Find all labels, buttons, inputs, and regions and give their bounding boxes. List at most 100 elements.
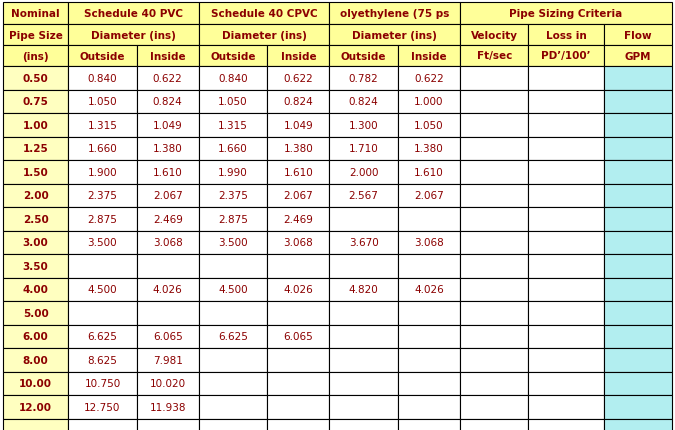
Text: 0.622: 0.622	[414, 74, 443, 83]
Bar	[68, 231, 136, 255]
Text: 1.049: 1.049	[284, 120, 313, 130]
Bar	[3, 372, 68, 395]
Bar	[398, 231, 460, 255]
Text: Schedule 40 PVC: Schedule 40 PVC	[84, 9, 183, 19]
Bar	[136, 301, 199, 325]
Bar	[329, 278, 398, 301]
Bar	[199, 90, 267, 114]
Text: Flow: Flow	[624, 31, 651, 40]
Bar	[329, 418, 398, 430]
Text: 2.00: 2.00	[23, 191, 49, 201]
Bar	[3, 161, 68, 184]
Bar	[199, 67, 267, 90]
Text: 6.065: 6.065	[153, 332, 183, 341]
Text: 2.875: 2.875	[218, 214, 248, 224]
Bar	[267, 184, 329, 208]
Text: 2.000: 2.000	[349, 167, 379, 177]
Text: 12.750: 12.750	[84, 402, 121, 412]
Bar	[267, 348, 329, 372]
Bar	[329, 25, 460, 46]
Text: Loss in: Loss in	[545, 31, 587, 40]
Text: (ins): (ins)	[22, 51, 49, 61]
Text: Inside: Inside	[281, 51, 316, 61]
Bar	[460, 231, 529, 255]
Text: 2.50: 2.50	[23, 214, 49, 224]
Text: 1.990: 1.990	[218, 167, 248, 177]
Bar	[3, 348, 68, 372]
Bar	[603, 325, 672, 348]
Bar	[398, 137, 460, 161]
Text: 3.670: 3.670	[349, 238, 379, 248]
Bar	[398, 348, 460, 372]
Bar	[199, 395, 267, 418]
Bar	[68, 25, 199, 46]
Text: 3.500: 3.500	[218, 238, 248, 248]
Bar	[398, 208, 460, 231]
Bar	[329, 46, 398, 67]
Bar	[603, 114, 672, 137]
Bar	[267, 418, 329, 430]
Bar	[603, 25, 672, 46]
Bar	[136, 348, 199, 372]
Bar	[136, 418, 199, 430]
Bar	[529, 161, 603, 184]
Bar	[398, 114, 460, 137]
Text: 1.710: 1.710	[349, 144, 379, 154]
Bar	[529, 46, 603, 67]
Bar	[460, 67, 529, 90]
Bar	[199, 255, 267, 278]
Bar	[136, 184, 199, 208]
Bar	[136, 208, 199, 231]
Text: 0.824: 0.824	[153, 97, 183, 107]
Bar	[199, 418, 267, 430]
Bar	[68, 255, 136, 278]
Bar	[136, 325, 199, 348]
Text: 2.567: 2.567	[349, 191, 379, 201]
Text: 4.00: 4.00	[23, 285, 49, 295]
Bar	[329, 208, 398, 231]
Bar	[267, 301, 329, 325]
Bar	[199, 348, 267, 372]
Text: 10.00: 10.00	[19, 378, 52, 388]
Bar	[603, 395, 672, 418]
Bar	[603, 46, 672, 67]
Bar	[3, 278, 68, 301]
Text: 3.068: 3.068	[284, 238, 313, 248]
Text: 2.469: 2.469	[153, 214, 183, 224]
Bar	[267, 114, 329, 137]
Bar	[603, 255, 672, 278]
Text: 0.840: 0.840	[218, 74, 248, 83]
Text: 0.782: 0.782	[349, 74, 379, 83]
Bar	[329, 114, 398, 137]
Text: 0.840: 0.840	[88, 74, 117, 83]
Bar	[267, 208, 329, 231]
Text: 8.625: 8.625	[88, 355, 117, 365]
Bar	[529, 278, 603, 301]
Bar	[329, 231, 398, 255]
Text: Inside: Inside	[411, 51, 447, 61]
Text: 4.500: 4.500	[218, 285, 248, 295]
Bar	[3, 208, 68, 231]
Bar	[460, 418, 529, 430]
Text: Nominal: Nominal	[11, 9, 60, 19]
Bar	[329, 255, 398, 278]
Bar	[199, 161, 267, 184]
Bar	[199, 46, 267, 67]
Text: 1.000: 1.000	[414, 97, 443, 107]
Text: 3.500: 3.500	[88, 238, 117, 248]
Bar	[329, 137, 398, 161]
Text: 6.065: 6.065	[284, 332, 313, 341]
Bar	[199, 301, 267, 325]
Bar	[529, 301, 603, 325]
Bar	[3, 325, 68, 348]
Bar	[398, 278, 460, 301]
Bar	[329, 348, 398, 372]
Text: 1.610: 1.610	[284, 167, 313, 177]
Bar	[329, 67, 398, 90]
Text: 2.375: 2.375	[88, 191, 117, 201]
Text: 1.660: 1.660	[218, 144, 248, 154]
Bar	[529, 348, 603, 372]
Text: 2.067: 2.067	[284, 191, 313, 201]
Bar	[398, 255, 460, 278]
Text: Diameter (ins): Diameter (ins)	[221, 31, 306, 40]
